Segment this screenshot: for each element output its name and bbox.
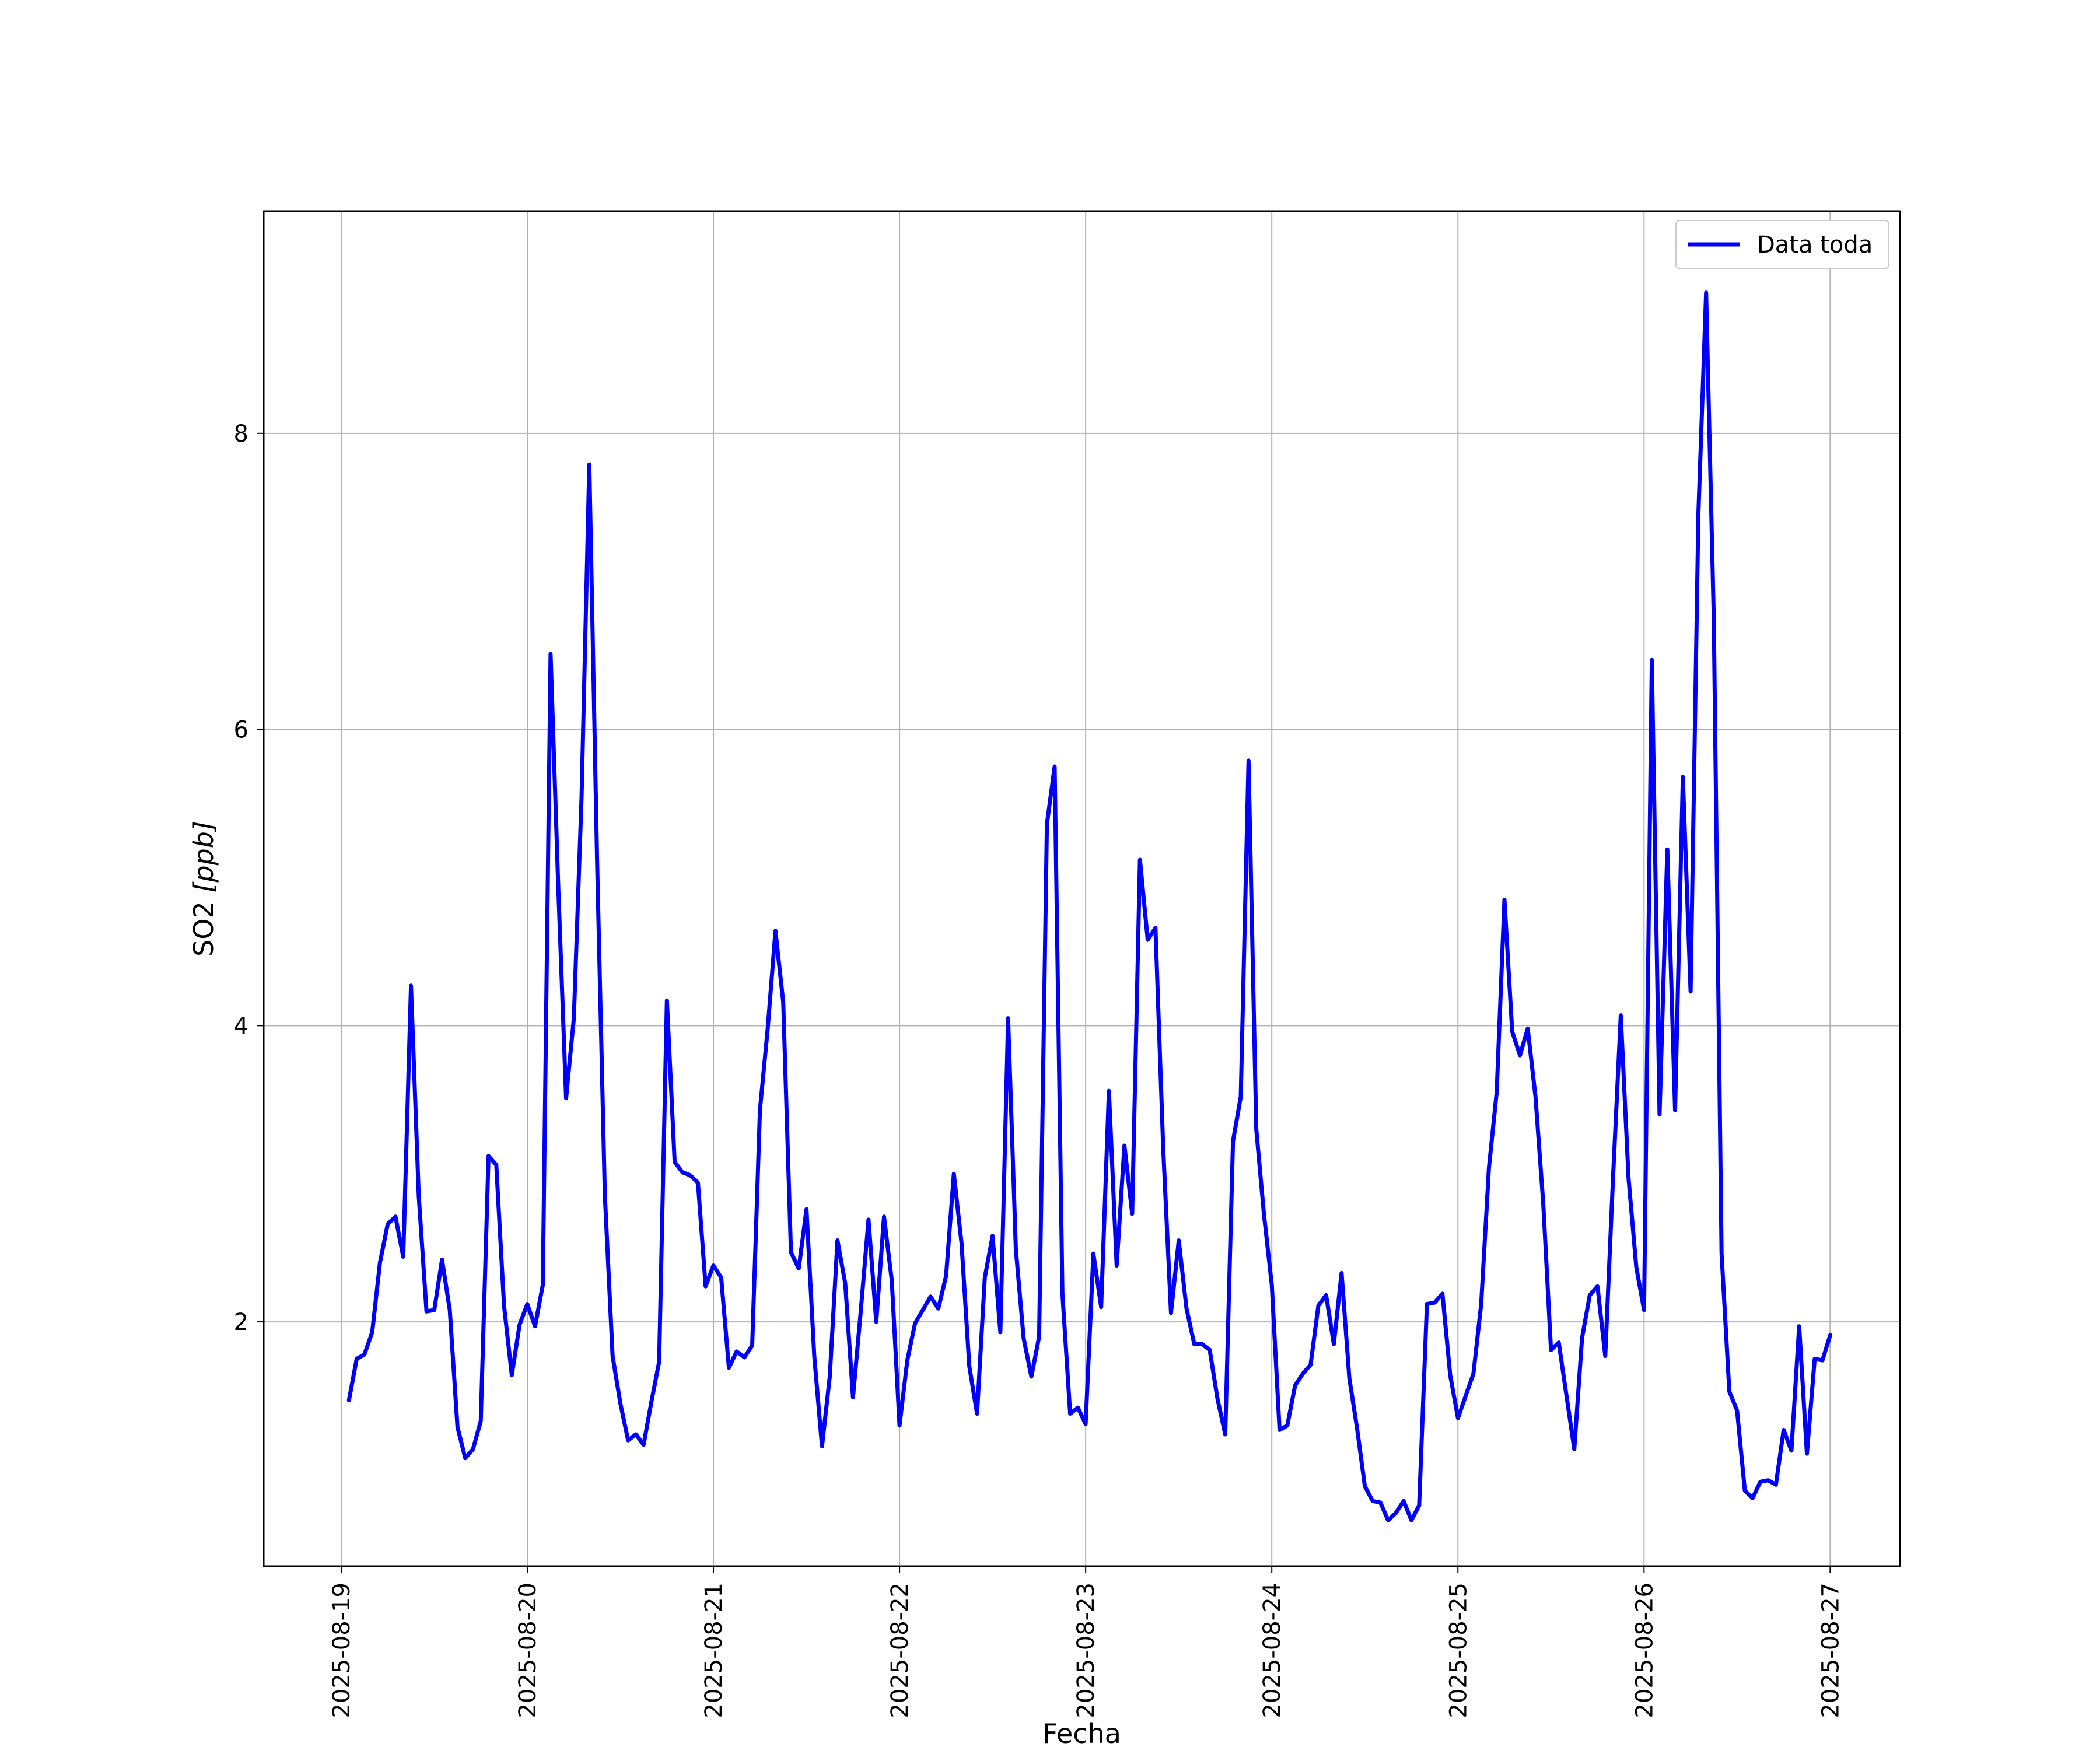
x-axis-label: Fecha xyxy=(1042,1718,1121,1749)
plot-frame xyxy=(262,210,1901,1567)
legend: Data toda xyxy=(1675,220,1889,269)
y-tick-label: 2 xyxy=(234,1309,249,1336)
x-tick-label: 2025-08-20 xyxy=(514,1583,541,1718)
y-axis-label: SO2 [ppb] xyxy=(188,821,219,957)
x-tick-label: 2025-08-25 xyxy=(1445,1583,1472,1718)
y-axis-label-unit: [ppb] xyxy=(188,821,219,893)
y-axis-label-main: SO2 xyxy=(188,893,219,957)
series-line-0 xyxy=(346,290,1832,1522)
grid-lines xyxy=(264,211,1900,1566)
x-tick-label: 2025-08-19 xyxy=(328,1583,355,1718)
y-tick-label: 4 xyxy=(234,1013,249,1040)
legend-entry-data-toda: Data toda xyxy=(1757,232,1873,258)
x-tick-label: 2025-08-22 xyxy=(887,1583,914,1718)
x-tick-label: 2025-08-26 xyxy=(1631,1583,1658,1718)
x-tick-label: 2025-08-24 xyxy=(1259,1583,1286,1718)
x-tick-label: 2025-08-21 xyxy=(701,1583,727,1718)
y-tick-label: 8 xyxy=(234,421,249,447)
series-layer xyxy=(346,290,1832,1522)
x-axis: 2025-08-19 2025-08-20 2025-08-21 2025-08-22… xyxy=(328,1566,1844,1718)
x-tick-label: 2025-08-23 xyxy=(1073,1583,1100,1718)
x-tick-label: 2025-08-27 xyxy=(1817,1583,1844,1718)
legend-box xyxy=(1675,220,1889,269)
y-tick-label: 6 xyxy=(234,717,249,744)
y-axis: 2 4 6 8 xyxy=(234,421,264,1336)
